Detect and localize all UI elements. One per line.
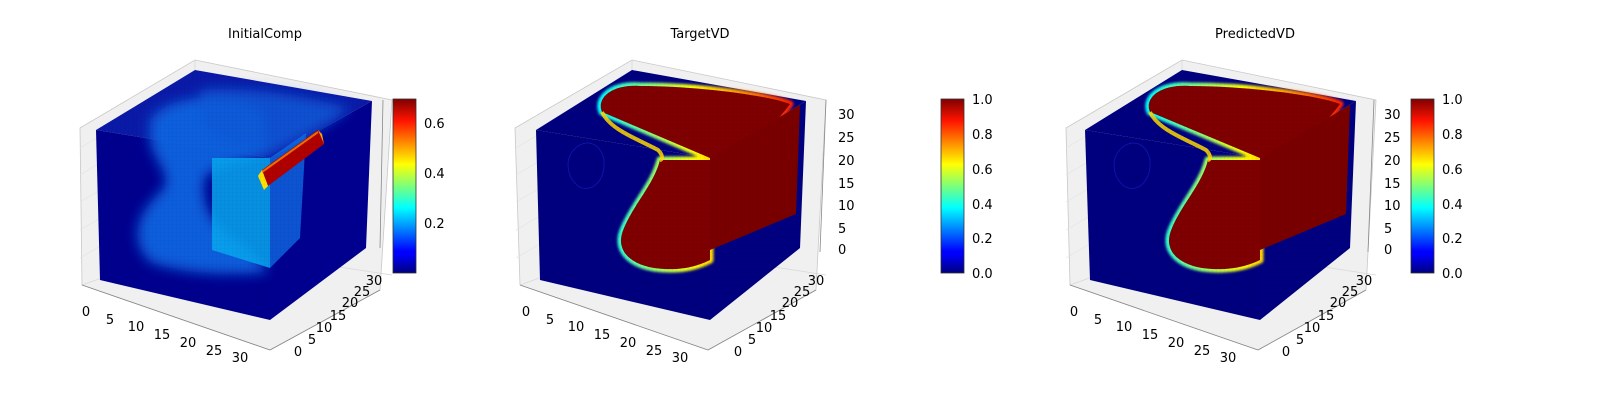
x-tick-label: 15 [594,328,611,343]
y-tick-label: 25 [354,285,371,300]
y-tick-label: 5 [308,333,316,348]
x-tick-label: 15 [154,328,171,343]
z-axis: 0 5 10 15 20 25 30 [1367,99,1401,258]
colorbar-tick-label: 1.0 [1442,93,1463,108]
voxel-cube [96,70,372,320]
colorbar-tick-label: 0.6 [1442,163,1463,178]
panel-title: TargetVD [669,27,729,42]
z-tick-label: 0 [838,243,846,258]
y-tick-label: 25 [1342,285,1359,300]
y-tick-label: 0 [1282,345,1290,360]
x-tick-label: 20 [180,336,197,351]
colorbar: 0.6 0.4 0.2 [392,98,445,274]
z-tick-label: 5 [1384,222,1392,237]
y-axis: 0 5 10 15 20 25 30 [707,274,825,360]
y-tick-label: 0 [734,345,742,360]
y-tick-label: 15 [770,309,787,324]
z-tick-label: 20 [838,154,855,169]
panel-targetvd: TargetVD 0 5 10 15 20 25 [514,27,993,366]
y-tick-label: 5 [748,333,756,348]
x-axis: 0 5 10 15 20 25 30 [82,284,271,366]
z-tick-label: 25 [838,131,855,146]
y-tick-label: 20 [342,296,359,311]
x-axis: 0 5 10 15 20 25 30 [1070,284,1259,366]
z-axis: 0 5 10 15 20 25 30 [819,99,855,258]
colorbar-tick-label: 0.6 [972,163,993,178]
y-tick-label: 30 [808,274,825,289]
x-tick-label: 20 [1168,336,1185,351]
y-tick-label: 20 [782,296,799,311]
colorbar-tick-label: 0.0 [972,267,993,282]
panel-title: InitialComp [228,27,302,42]
y-tick-label: 10 [1304,321,1321,336]
colorbar: 0.0 0.2 0.4 0.6 0.8 1.0 [940,93,993,282]
x-tick-label: 25 [646,344,663,359]
colorbar-tick-label: 0.8 [1442,128,1463,143]
colorbar-tick-label: 0.2 [972,232,993,247]
voxel-cube [536,70,806,320]
x-tick-label: 30 [672,351,689,366]
y-tick-label: 15 [330,309,347,324]
x-tick-label: 5 [106,313,114,328]
y-axis: 0 5 10 15 20 25 30 [269,274,383,360]
x-tick-label: 0 [522,305,530,320]
x-tick-label: 10 [1116,320,1133,335]
y-tick-label: 15 [1318,309,1335,324]
x-tick-label: 5 [1094,313,1102,328]
x-tick-label: 25 [1194,344,1211,359]
colorbar-tick-label: 0.6 [424,117,445,132]
y-tick-label: 30 [366,274,383,289]
colorbar-tick-label: 0.4 [424,167,445,182]
x-axis: 0 5 10 15 20 25 30 [519,284,709,366]
x-tick-label: 25 [206,344,223,359]
colorbar-tick-label: 0.0 [1442,267,1463,282]
y-tick-label: 10 [316,321,333,336]
z-tick-label: 30 [838,108,855,123]
z-tick-label: 25 [1384,131,1401,146]
x-tick-label: 0 [1070,305,1078,320]
z-tick-label: 15 [838,177,855,192]
x-tick-label: 10 [568,320,585,335]
x-tick-label: 30 [1220,351,1237,366]
colorbar-tick-label: 0.2 [424,217,445,232]
y-tick-label: 20 [1330,296,1347,311]
panel-initialcomp: InitialComp 0 5 [79,27,445,366]
x-tick-label: 10 [128,320,145,335]
colorbar-tick-label: 0.4 [1442,198,1463,213]
x-tick-label: 0 [82,305,90,320]
panel-predictedvd: PredictedVD 0 5 10 15 20 25 [1065,27,1463,366]
z-tick-label: 5 [838,222,846,237]
panel-title: PredictedVD [1215,27,1295,42]
z-tick-label: 20 [1384,154,1401,169]
z-tick-label: 15 [1384,177,1401,192]
z-axis [379,99,384,249]
x-tick-label: 15 [1142,328,1159,343]
colorbar-tick-label: 0.2 [1442,232,1463,247]
z-tick-label: 0 [1384,243,1392,258]
z-tick-label: 10 [838,199,855,214]
z-tick-label: 30 [1384,108,1401,123]
z-tick-label: 10 [1384,199,1401,214]
y-axis: 0 5 10 15 20 25 30 [1257,274,1373,360]
x-tick-label: 20 [620,336,637,351]
colorbar-tick-label: 0.8 [972,128,993,143]
y-tick-label: 25 [794,285,811,300]
y-tick-label: 30 [1356,274,1373,289]
y-tick-label: 10 [756,321,773,336]
x-tick-label: 30 [232,351,249,366]
y-tick-label: 5 [1296,333,1304,348]
colorbar: 0.0 0.2 0.4 0.6 0.8 1.0 [1410,93,1463,282]
voxel-cube [1085,70,1356,320]
y-tick-label: 0 [294,345,302,360]
x-tick-label: 5 [546,313,554,328]
colorbar-tick-label: 1.0 [972,93,993,108]
colorbar-tick-label: 0.4 [972,198,993,213]
